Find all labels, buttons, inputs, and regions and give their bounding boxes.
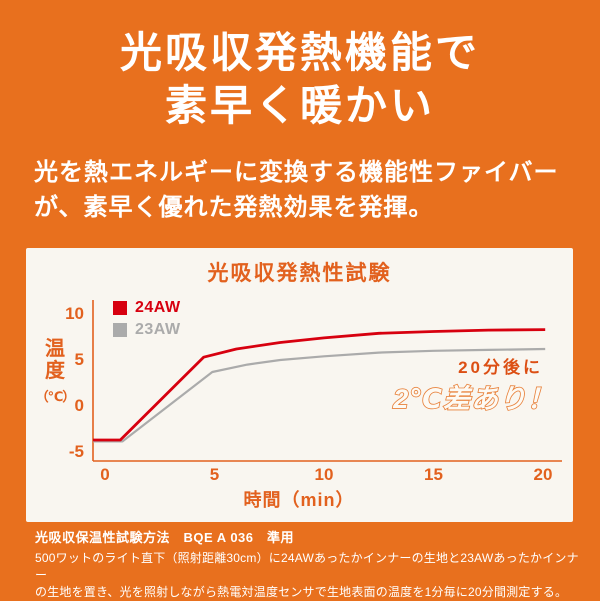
y-axis-label-char2: 度	[45, 360, 65, 382]
footnote-detail-line1: 500ワットのライト直下（照射距離30cm）に24AWあったかインナーの生地と2…	[35, 551, 579, 582]
x-tick-5: 5	[209, 465, 220, 484]
page-title-line2: 素早く暖かい	[164, 82, 435, 129]
legend-label-24aw: 24AW	[135, 299, 181, 316]
annotation-line1: 20分後に	[458, 358, 543, 377]
y-tick-0: 0	[74, 396, 84, 415]
chart-annotation: 20分後に 2℃差あり！	[359, 353, 559, 419]
series-line-23aw	[93, 347, 546, 443]
x-tick-20: 20	[533, 465, 553, 484]
annotation-line2-outlined: 2℃差あり！	[391, 383, 555, 415]
chart-panel: 光吸収発熱性試験 24AW 23AW 温 度 （℃） 10 5 0 -5 0 5 10 15…	[26, 248, 573, 522]
legend-swatch-24aw	[113, 301, 127, 315]
page-subtitle-line2: が、素早く優れた発熱効果を発揮。	[34, 194, 434, 221]
y-axis-unit: （℃）	[35, 389, 76, 404]
legend-item-24aw: 24AW	[113, 297, 181, 319]
y-tick-5: 5	[74, 350, 84, 369]
footnote-method: 光吸収保温性試験方法 BQE A 036 準用	[35, 530, 295, 545]
x-tick-15: 15	[424, 465, 443, 484]
header: 光吸収発熱機能で 素早く暖かい 光を熱エネルギーに変換する機能性ファイバー が、…	[0, 0, 600, 225]
legend-swatch-23aw	[113, 323, 127, 337]
annotation-line2: 2℃差あり！	[392, 384, 555, 414]
chart-legend: 24AW 23AW	[113, 297, 181, 341]
page-title-line1: 光吸収発熱機能で	[119, 29, 480, 76]
x-tick-10: 10	[314, 465, 334, 484]
page-subtitle: 光を熱エネルギーに変換する機能性ファイバー が、素早く優れた発熱効果を発揮。	[34, 155, 600, 225]
y-axis-label-char1: 温	[45, 338, 65, 360]
x-axis-label: 時間（min）	[243, 490, 355, 510]
page-title: 光吸収発熱機能で 素早く暖かい	[0, 26, 600, 132]
chart-series-group	[93, 328, 546, 443]
y-tick--5: -5	[68, 442, 84, 461]
x-tick-0: 0	[100, 465, 110, 484]
chart-title: 光吸収発熱性試験	[207, 262, 392, 285]
footnote: 光吸収保温性試験方法 BQE A 036 準用 500ワットのライト直下（照射距…	[35, 527, 580, 601]
footnote-detail-line2: の生地を置き、光を照射しながら熱電対温度センサで生地表面の温度を1分毎に20分間…	[35, 585, 568, 599]
legend-item-23aw: 23AW	[113, 319, 181, 341]
line-chart	[92, 300, 562, 462]
page-subtitle-line1: 光を熱エネルギーに変換する機能性ファイバー	[34, 159, 559, 186]
legend-label-23aw: 23AW	[135, 321, 181, 338]
series-line-24aw	[93, 328, 546, 442]
y-tick-10: 10	[65, 304, 84, 323]
